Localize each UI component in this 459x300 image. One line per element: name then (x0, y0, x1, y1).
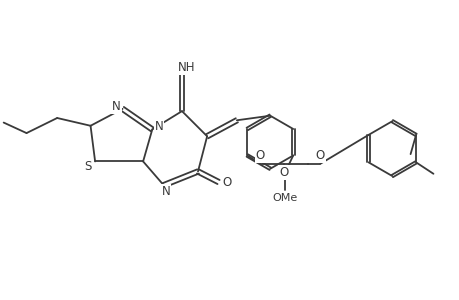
Text: O: O (315, 149, 325, 162)
Text: S: S (84, 160, 92, 172)
Text: OMe: OMe (272, 194, 297, 203)
Text: O: O (222, 176, 231, 189)
Text: N: N (161, 185, 170, 198)
Text: O: O (255, 149, 264, 162)
Text: O: O (279, 167, 288, 179)
Text: N: N (112, 100, 121, 113)
Text: NH: NH (178, 61, 195, 74)
Text: N: N (154, 120, 163, 133)
